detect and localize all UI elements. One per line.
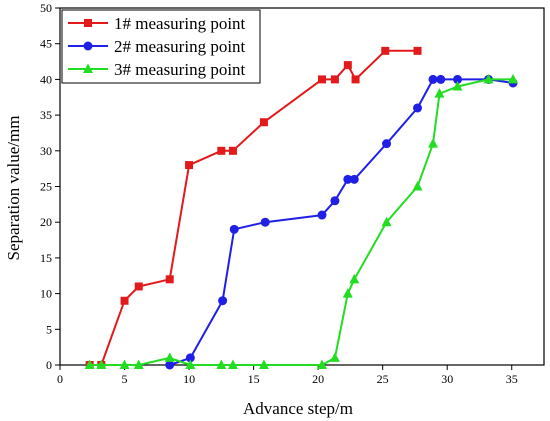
y-tick-label: 5	[46, 322, 52, 336]
data-point	[436, 74, 446, 84]
data-point	[165, 360, 175, 370]
data-point	[343, 61, 352, 70]
series-1	[85, 46, 422, 369]
data-point	[216, 359, 227, 369]
data-point	[342, 288, 353, 298]
data-point	[120, 296, 129, 305]
y-tick-label: 15	[40, 251, 52, 265]
y-axis-label: Separation value/mm	[4, 116, 23, 261]
data-point	[343, 174, 353, 184]
data-point	[134, 282, 143, 291]
data-point	[508, 73, 519, 84]
data-point	[318, 75, 327, 84]
y-tick-label: 0	[46, 358, 52, 372]
legend-item: 3# measuring point	[68, 60, 246, 79]
y-tick-label: 45	[40, 37, 52, 51]
y-tick-label: 10	[40, 287, 52, 301]
data-point	[428, 74, 438, 84]
legend-marker	[83, 63, 93, 73]
y-tick-label: 25	[40, 180, 52, 194]
data-point	[351, 75, 360, 84]
data-point	[349, 273, 360, 284]
x-tick-label: 35	[506, 372, 518, 386]
data-point	[428, 138, 439, 148]
series-2	[165, 74, 518, 370]
data-point	[330, 75, 339, 84]
data-point	[329, 352, 340, 362]
data-point	[453, 74, 463, 84]
legend-item: 1# measuring point	[68, 14, 246, 33]
data-point	[317, 210, 327, 220]
x-axis-label: Advance step/m	[243, 399, 353, 418]
legend-label: 2# measuring point	[114, 37, 246, 56]
y-tick-label: 35	[40, 108, 52, 122]
y-tick-label: 50	[40, 1, 52, 15]
y-tick-label: 40	[40, 72, 52, 86]
data-point	[381, 216, 392, 227]
data-point	[412, 181, 423, 191]
y-tick-label: 30	[40, 144, 52, 158]
data-point	[260, 217, 270, 227]
x-tick-label: 15	[248, 372, 260, 386]
legend: 1# measuring point 2# measuring point 3# m…	[61, 9, 261, 84]
legend-item: 2# measuring point	[68, 37, 246, 56]
x-tick-label: 20	[312, 372, 324, 386]
data-point	[413, 103, 423, 113]
data-point	[218, 296, 228, 306]
series-3	[84, 73, 519, 369]
data-point	[229, 224, 239, 234]
data-point	[258, 359, 269, 369]
data-point	[381, 46, 390, 55]
legend-marker	[83, 41, 93, 51]
series-layer	[84, 46, 519, 370]
x-tick-label: 10	[183, 372, 195, 386]
x-tick-label: 30	[441, 372, 453, 386]
legend-label: 1# measuring point	[114, 14, 246, 33]
data-point	[227, 359, 238, 369]
series-line	[89, 49, 418, 366]
data-point	[413, 46, 422, 55]
data-point	[483, 73, 494, 84]
data-point	[434, 88, 445, 98]
data-point	[185, 359, 196, 369]
y-tick-label: 20	[40, 215, 52, 229]
data-point	[349, 174, 359, 184]
data-point	[217, 146, 226, 155]
data-point	[382, 139, 392, 149]
data-point	[185, 161, 194, 170]
data-point	[119, 359, 130, 369]
data-point	[185, 353, 195, 363]
x-tick-label: 25	[377, 372, 389, 386]
data-point	[259, 118, 268, 127]
data-point	[165, 275, 174, 284]
x-tick-label: 5	[122, 372, 128, 386]
data-point	[317, 359, 328, 369]
x-tick-label: 0	[57, 372, 63, 386]
data-point	[228, 146, 237, 155]
data-point	[330, 196, 340, 206]
data-point	[164, 352, 175, 362]
series-line	[89, 78, 513, 366]
data-point	[84, 359, 95, 369]
legend-label: 3# measuring point	[114, 60, 246, 79]
data-point	[133, 359, 144, 369]
data-point	[452, 81, 463, 91]
legend-marker	[84, 19, 92, 27]
data-point	[96, 359, 107, 369]
